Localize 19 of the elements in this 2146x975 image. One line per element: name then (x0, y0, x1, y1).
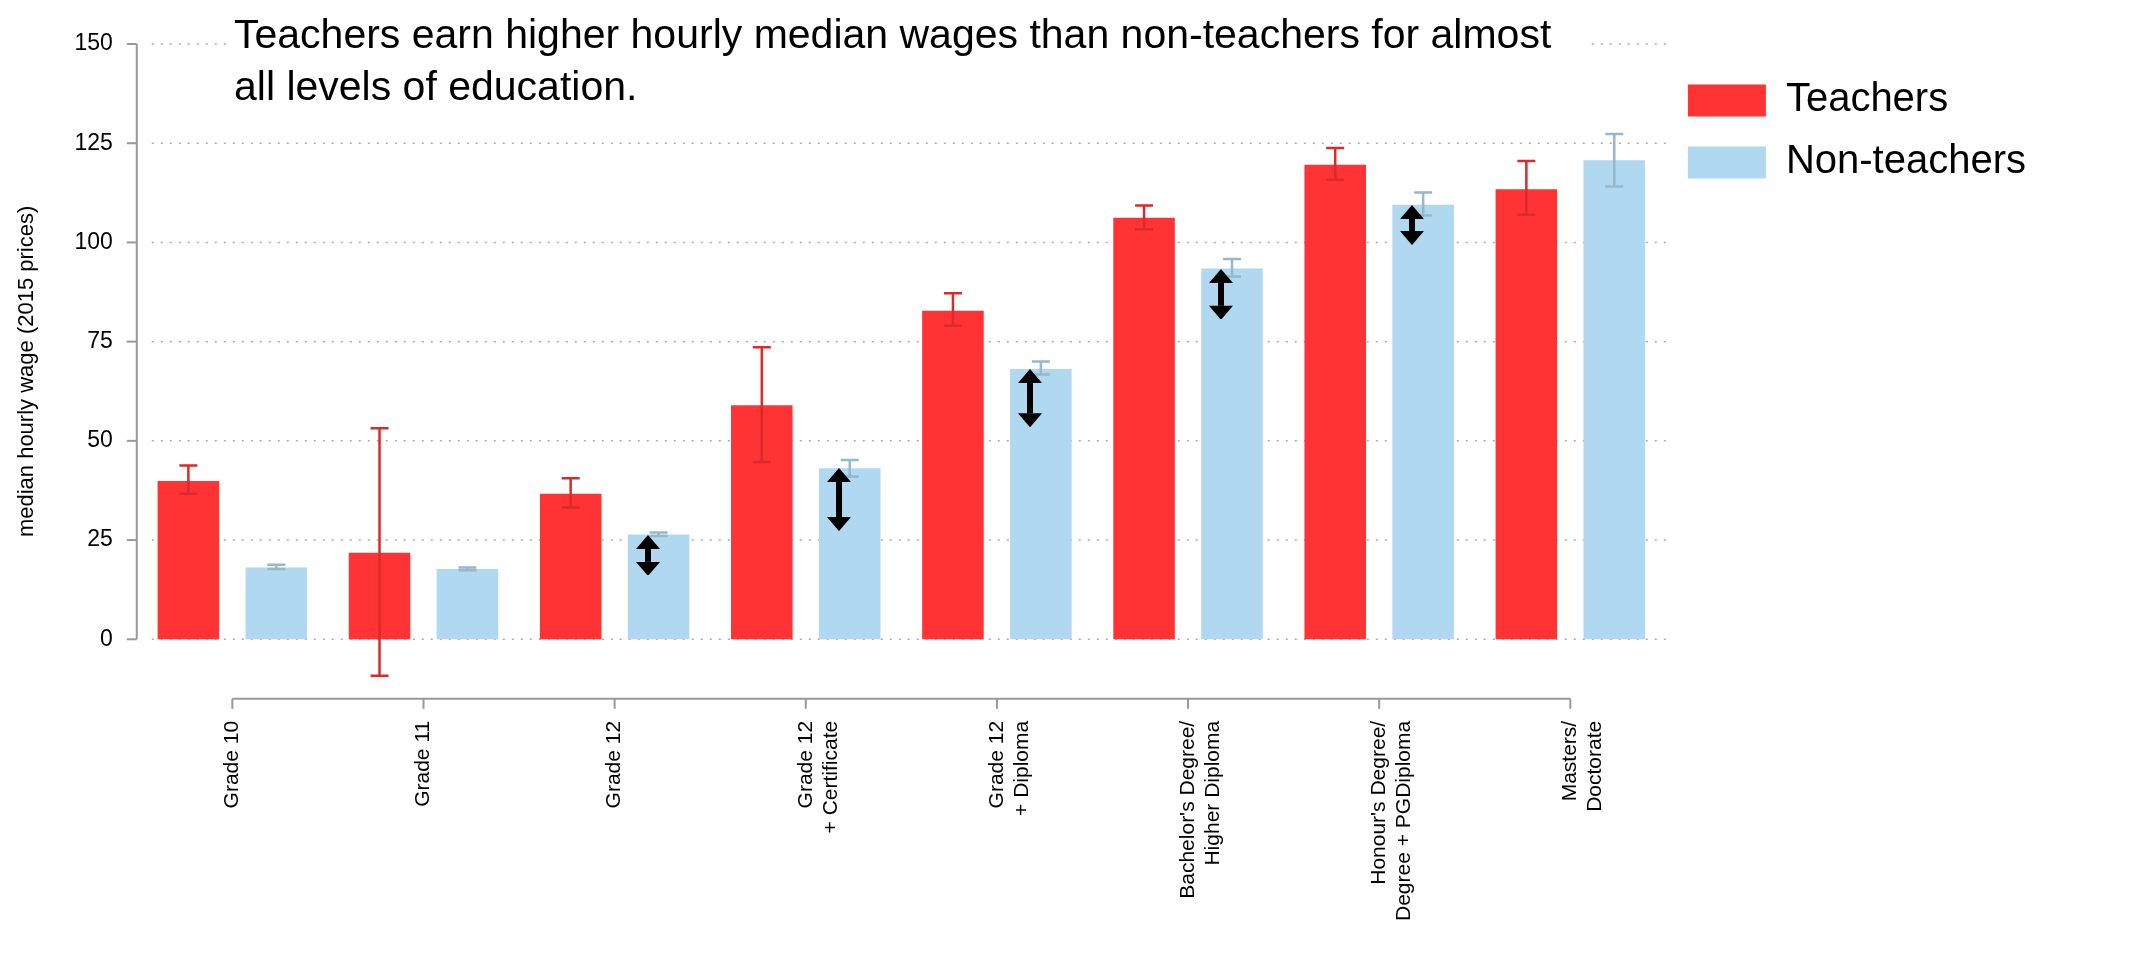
chart-title: Teachers earn higher hourly median wages than non-teachers for almost all levels of education. (228, 8, 1585, 112)
x-tick-label: Bachelor's Degree/ Higher Diploma (1174, 720, 1224, 899)
x-tick-label: Grade 10 (219, 720, 243, 809)
y-axis-title: median hourly wage (2015 prices) (13, 205, 39, 538)
y-tick-label: 125 (74, 128, 113, 155)
y-tick-label: 150 (74, 29, 113, 56)
x-tick-label: Grade 12 + Diploma (983, 720, 1032, 816)
y-tick-label: 75 (87, 326, 113, 353)
y-tick-label: 0 (99, 624, 113, 651)
y-tick-label: 100 (74, 227, 113, 254)
legend-label: Teachers (1785, 75, 1949, 120)
x-tick-label: Grade 12 (601, 720, 625, 809)
legend-label: Non-teachers (1785, 137, 2027, 182)
x-tick-label: Grade 11 (410, 720, 434, 807)
y-tick-label: 50 (87, 426, 113, 453)
x-tick-label: Honour's Degree/ Degree + PGDiploma (1365, 720, 1415, 922)
x-tick-label: Masters/ Doctorate (1557, 720, 1606, 812)
y-tick-label: 25 (87, 525, 113, 552)
x-tick-label: Grade 12 + Certificate (792, 720, 841, 834)
